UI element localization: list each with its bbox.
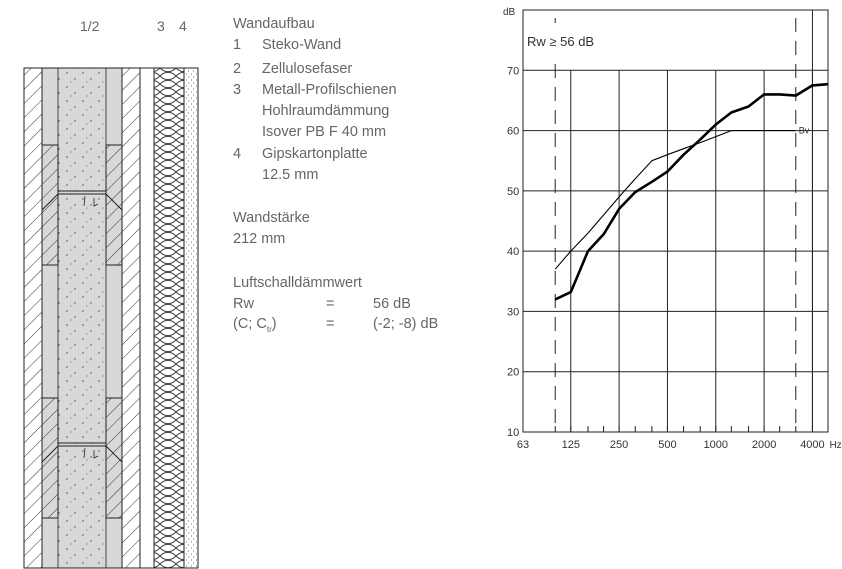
x-tick-label: 2000: [752, 439, 776, 451]
rw-value: 56 dB: [373, 296, 411, 312]
y-tick-label: 70: [507, 65, 519, 77]
layer-label-4: 4: [179, 18, 187, 34]
x-tick-label: 4000: [800, 439, 824, 451]
rw-equals: =: [326, 296, 335, 312]
chart-title: Rw ≥ 56 dB: [527, 34, 594, 49]
layer-label-3: 3: [157, 18, 165, 34]
spec-item-text: 12.5 mm: [262, 167, 319, 183]
x-tick-label: 125: [562, 439, 580, 451]
rw-label: Rw: [233, 296, 254, 312]
spec-item-text: Steko-Wand: [262, 37, 342, 53]
x-axis-unit: Hz: [829, 440, 841, 451]
c-label-close: ): [271, 316, 277, 332]
y-axis-unit: dB: [503, 7, 516, 18]
x-tick-label: 1000: [704, 439, 728, 451]
spec-item-number: 4: [233, 146, 242, 162]
y-tick-label: 40: [507, 246, 519, 258]
title-background: [523, 23, 619, 55]
y-tick-label: 20: [507, 367, 519, 379]
reference-curve: [554, 130, 796, 270]
chart-grid: [523, 10, 829, 432]
spec-item-text: Zellulosefaser: [262, 61, 353, 77]
x-tick-label: 250: [610, 439, 628, 451]
chart-series: [554, 82, 829, 301]
sound-heading: Luftschalldämmwert: [233, 275, 362, 291]
chart-labels: 10 20 30 40 50 60 70 63 125 250 500 1000 2000 4000 Bv R…: [503, 7, 842, 451]
spec-heading: Wandaufbau: [233, 16, 315, 32]
c-equals: =: [326, 316, 335, 332]
spec-item-text: Hohlraumdämmung: [262, 103, 390, 119]
y-tick-label: 10: [507, 427, 519, 439]
spec-item-number: 3: [233, 82, 242, 98]
c-label: (C; Ctr): [233, 316, 277, 338]
spec-item-number: 2: [233, 61, 242, 77]
frequency-range-markers: [554, 18, 797, 432]
c-value: (-2; -8) dB: [373, 316, 439, 332]
chart-frame: [522, 9, 829, 433]
c-label-text: (C; C: [233, 316, 267, 332]
measured-curve: [554, 82, 829, 301]
x-tick-label: 63: [517, 439, 529, 451]
reference-curve-label: Bv: [799, 126, 810, 136]
x-tick-label: 500: [658, 439, 676, 451]
y-tick-label: 30: [507, 306, 519, 318]
spec-item-text: Metall-Profilschienen: [262, 82, 397, 98]
y-tick-label: 60: [507, 126, 519, 138]
y-tick-label: 50: [507, 186, 519, 198]
spec-item-text: Gipskartonplatte: [262, 146, 368, 162]
section-wall: [23, 67, 199, 569]
thickness-value: 212 mm: [233, 231, 286, 247]
thickness-heading: Wandstärke: [233, 210, 310, 226]
c-label-subscript: tr: [266, 324, 272, 334]
layer-label-1-2: 1/2: [80, 18, 100, 34]
spec-item-text: Isover PB F 40 mm: [262, 124, 387, 140]
spec-item-number: 1: [233, 37, 242, 53]
